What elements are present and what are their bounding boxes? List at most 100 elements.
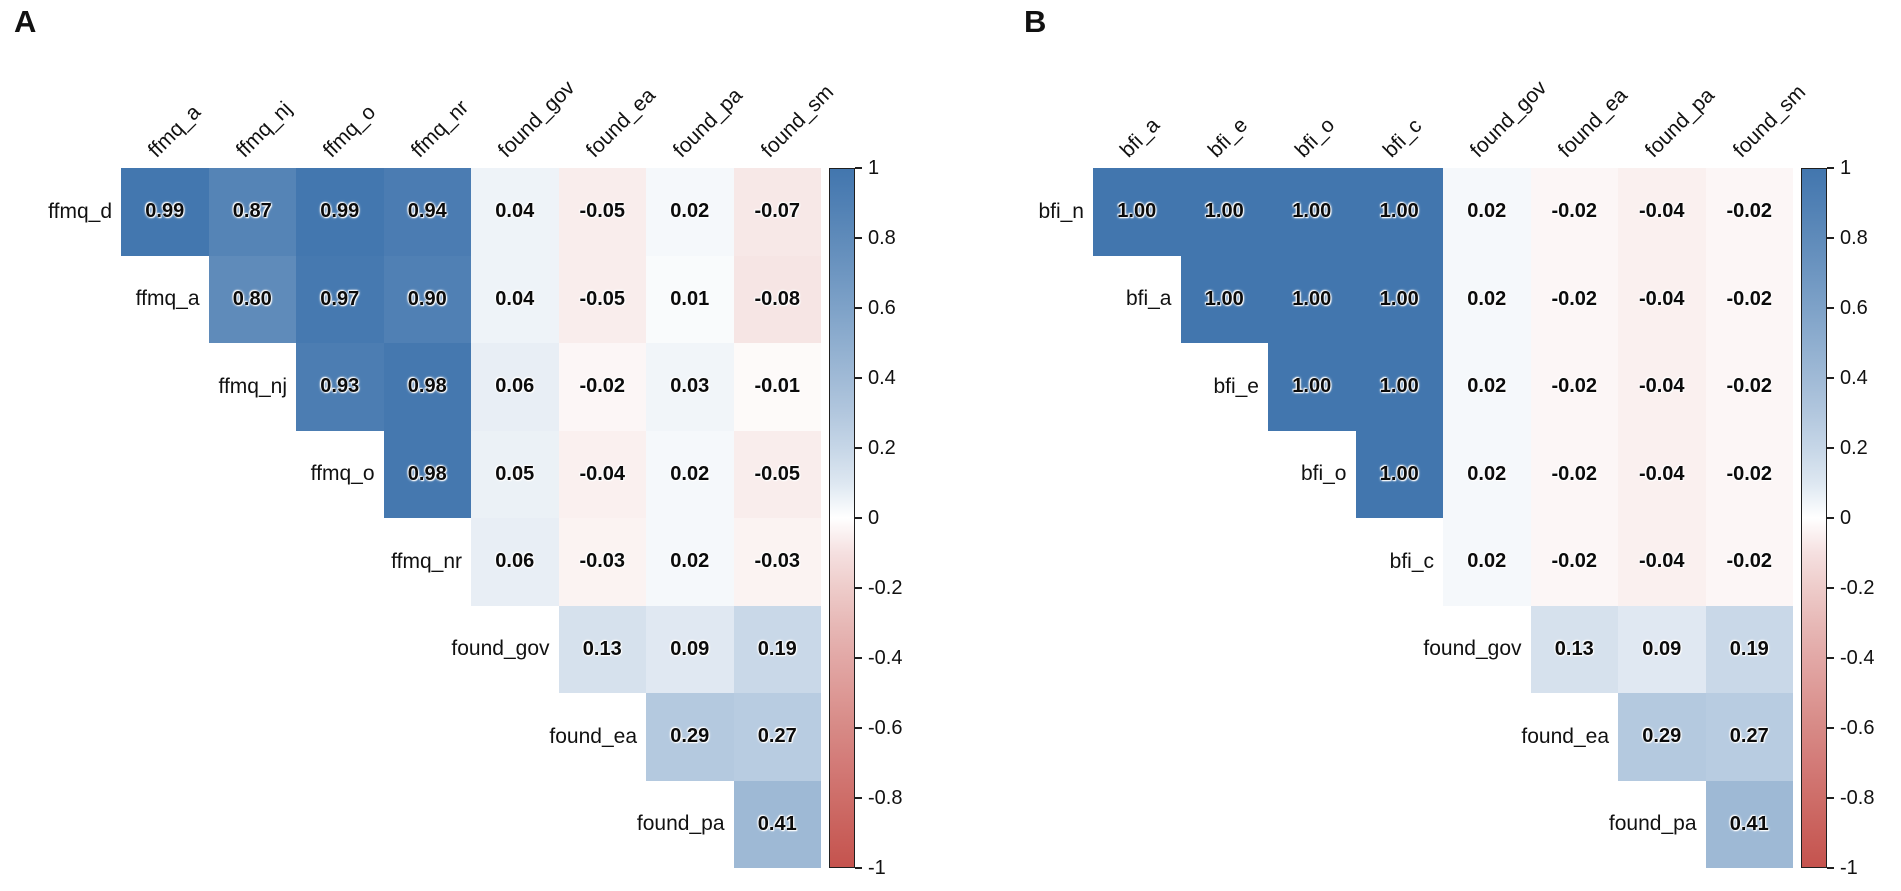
matrix-cell: 0.04 (471, 255, 559, 343)
matrix-cell: -0.02 (1530, 343, 1618, 431)
matrix-cell: 0.02 (646, 168, 734, 256)
col-label: bfi_e (1203, 113, 1253, 162)
cell-value: 0.98 (407, 462, 447, 485)
cell-value: -0.07 (754, 200, 801, 223)
matrix-cell: 0.19 (733, 605, 821, 693)
colorbar-tick (1827, 517, 1834, 519)
matrix-cell: 0.09 (1618, 605, 1706, 693)
matrix-cell: 0.02 (1443, 430, 1531, 518)
colorbar-tick (855, 447, 862, 449)
cell-value: 1.00 (1292, 287, 1332, 310)
cell-value: 0.05 (495, 462, 535, 485)
colorbar-tick-label: -0.8 (868, 787, 903, 809)
matrix-cell: 0.41 (1705, 780, 1793, 868)
cell-value: -0.02 (1551, 200, 1598, 223)
cell-value: 0.27 (1729, 725, 1769, 748)
cell-value: 1.00 (1117, 200, 1157, 223)
cell-value: 0.13 (1554, 637, 1594, 660)
colorbar-tick-label: -0.2 (1840, 577, 1875, 599)
matrix-cell: -0.03 (733, 518, 821, 606)
cell-value: -0.02 (1726, 200, 1773, 223)
row-label: ffmq_nr (391, 549, 462, 573)
matrix-cell: -0.02 (1705, 255, 1793, 343)
row-label: ffmq_o (310, 462, 375, 486)
matrix-cell: 0.99 (121, 168, 209, 256)
colorbar-tick (1827, 237, 1834, 239)
cell-value: 0.93 (320, 375, 360, 398)
cell-value: -0.04 (1638, 462, 1685, 485)
matrix-cell: 0.97 (296, 255, 384, 343)
row-label: found_gov (1423, 637, 1522, 661)
cell-value: 0.02 (1467, 375, 1507, 398)
colorbar-tick-label: -0.4 (1840, 647, 1875, 669)
col-label: ffmq_o (319, 100, 381, 162)
col-label: bfi_c (1378, 114, 1427, 162)
matrix-cell: -0.02 (1530, 255, 1618, 343)
cell-value: 0.06 (495, 550, 535, 573)
cell-value: 0.27 (757, 725, 797, 748)
colorbar-tick-label: -0.8 (1840, 787, 1875, 809)
colorbar-tick (1827, 587, 1834, 589)
matrix-cell: 0.90 (383, 255, 471, 343)
matrix-cell: 0.98 (383, 343, 471, 431)
matrix-cell: 1.00 (1093, 168, 1181, 256)
cell-value: 0.04 (495, 200, 535, 223)
colorbar-tick-label: -0.2 (868, 577, 903, 599)
panel-a-label: A (14, 4, 37, 39)
col-label: ffmq_nr (406, 95, 473, 162)
cell-value: 0.99 (320, 200, 360, 223)
matrix-cell: 1.00 (1268, 343, 1356, 431)
colorbar-tick (855, 167, 862, 169)
cell-value: 1.00 (1379, 287, 1419, 310)
matrix-cell: -0.04 (1618, 430, 1706, 518)
cell-value: 0.03 (670, 375, 710, 398)
cell-value: -0.05 (754, 462, 801, 485)
cell-value: 0.02 (1467, 200, 1507, 223)
cell-value: 0.94 (407, 200, 447, 223)
matrix-cell: 1.00 (1268, 255, 1356, 343)
matrix-cell: -0.05 (558, 255, 646, 343)
cell-value: 0.90 (407, 287, 447, 310)
colorbar-tick (855, 307, 862, 309)
colorbar-tick-label: 0 (1840, 507, 1852, 529)
col-label: found_sm (1728, 80, 1811, 162)
colorbar-tick (1827, 167, 1834, 169)
col-label: found_gov (1466, 76, 1552, 162)
row-label: bfi_c (1389, 549, 1434, 573)
row-label: found_pa (1608, 812, 1697, 836)
matrix-cell: 0.02 (1443, 343, 1531, 431)
colorbar-tick (855, 867, 862, 869)
row-label: ffmq_nj (218, 374, 288, 398)
cell-value: 0.09 (1642, 637, 1682, 660)
cell-value: 0.02 (670, 200, 710, 223)
cell-value: 0.29 (670, 725, 710, 748)
cell-value: 0.29 (1642, 725, 1682, 748)
matrix-cell: 0.06 (471, 343, 559, 431)
matrix-cell: 0.02 (1443, 518, 1531, 606)
cell-value: 1.00 (1204, 200, 1244, 223)
cell-value: 1.00 (1292, 375, 1332, 398)
matrix-cell: 1.00 (1355, 255, 1443, 343)
matrix-cell: -0.02 (1530, 168, 1618, 256)
cell-value: 0.01 (670, 287, 710, 310)
matrix-cell: 0.94 (383, 168, 471, 256)
cell-value: -0.02 (1551, 550, 1598, 573)
cell-value: 1.00 (1204, 287, 1244, 310)
col-label: bfi_o (1291, 113, 1340, 162)
row-label: found_ea (1521, 724, 1609, 748)
colorbar-tick (855, 237, 862, 239)
colorbar (829, 168, 855, 868)
cell-value: -0.02 (1551, 287, 1598, 310)
matrix-cell: 1.00 (1355, 343, 1443, 431)
matrix-cell: -0.04 (1618, 343, 1706, 431)
cell-value: -0.04 (1638, 287, 1685, 310)
colorbar-tick-label: -0.6 (868, 717, 903, 739)
row-label: ffmq_a (135, 287, 200, 311)
colorbar-tick-label: 0.8 (868, 227, 896, 249)
cell-value: 0.41 (1729, 812, 1769, 835)
cell-value: -0.01 (754, 375, 801, 398)
matrix-cell: 0.06 (471, 518, 559, 606)
row-label: bfi_n (1038, 199, 1084, 223)
cell-value: -0.04 (579, 462, 626, 485)
matrix-cell: 0.02 (1443, 255, 1531, 343)
